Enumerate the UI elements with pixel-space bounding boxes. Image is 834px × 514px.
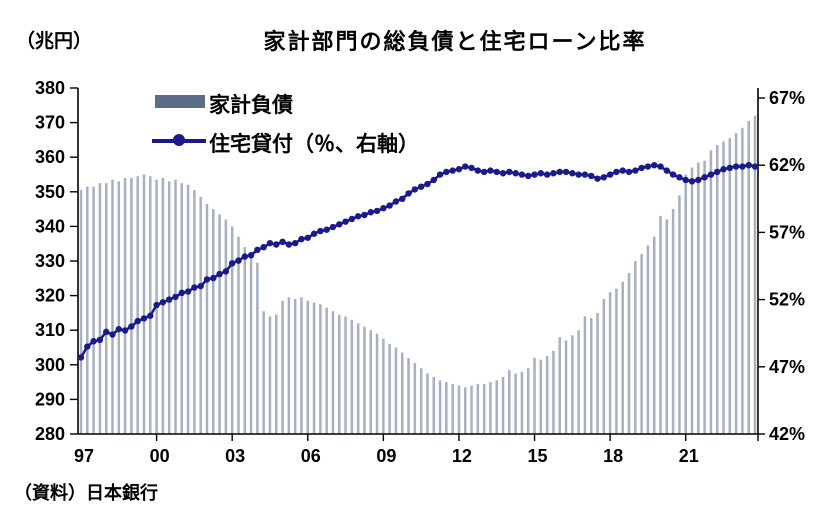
svg-text:320: 320 bbox=[35, 286, 65, 306]
left-axis-unit-label: （兆円） bbox=[16, 31, 93, 52]
svg-text:21: 21 bbox=[679, 446, 699, 466]
svg-text:52%: 52% bbox=[769, 290, 805, 310]
svg-text:310: 310 bbox=[35, 320, 65, 340]
svg-text:62%: 62% bbox=[769, 155, 805, 175]
bars-layer bbox=[79, 115, 757, 435]
svg-text:350: 350 bbox=[35, 182, 65, 202]
svg-text:03: 03 bbox=[225, 446, 245, 466]
svg-text:12: 12 bbox=[452, 446, 472, 466]
source-note: （資料）日本銀行 bbox=[14, 483, 158, 503]
svg-text:340: 340 bbox=[35, 216, 65, 236]
svg-text:00: 00 bbox=[150, 446, 170, 466]
legend-bar-label: 家計負債 bbox=[209, 94, 293, 117]
svg-text:300: 300 bbox=[35, 355, 65, 375]
svg-text:15: 15 bbox=[528, 446, 548, 466]
line-layer bbox=[77, 162, 759, 361]
legend-line-label: 住宅貸付（％、右軸） bbox=[209, 133, 419, 156]
legend-line-marker-dot bbox=[173, 134, 185, 146]
svg-text:57%: 57% bbox=[769, 222, 805, 242]
svg-text:280: 280 bbox=[35, 424, 65, 444]
svg-text:330: 330 bbox=[35, 251, 65, 271]
svg-text:370: 370 bbox=[35, 113, 65, 133]
legend-bar-swatch bbox=[155, 95, 205, 108]
svg-text:09: 09 bbox=[376, 446, 396, 466]
svg-text:290: 290 bbox=[35, 389, 65, 409]
svg-text:42%: 42% bbox=[769, 424, 805, 444]
svg-text:06: 06 bbox=[301, 446, 321, 466]
ticks-layer bbox=[70, 87, 765, 441]
svg-text:97: 97 bbox=[74, 446, 94, 466]
svg-text:380: 380 bbox=[35, 78, 65, 98]
svg-text:18: 18 bbox=[603, 446, 623, 466]
svg-text:67%: 67% bbox=[769, 88, 805, 108]
svg-text:360: 360 bbox=[35, 147, 65, 167]
axis-labels-layer: 280 290 300 310 320 330 340 350 360 370 380 42% 47% 5… bbox=[35, 78, 805, 466]
chart-title: 家計部門の総負債と住宅ローン比率 bbox=[263, 29, 647, 54]
svg-text:47%: 47% bbox=[769, 357, 805, 377]
